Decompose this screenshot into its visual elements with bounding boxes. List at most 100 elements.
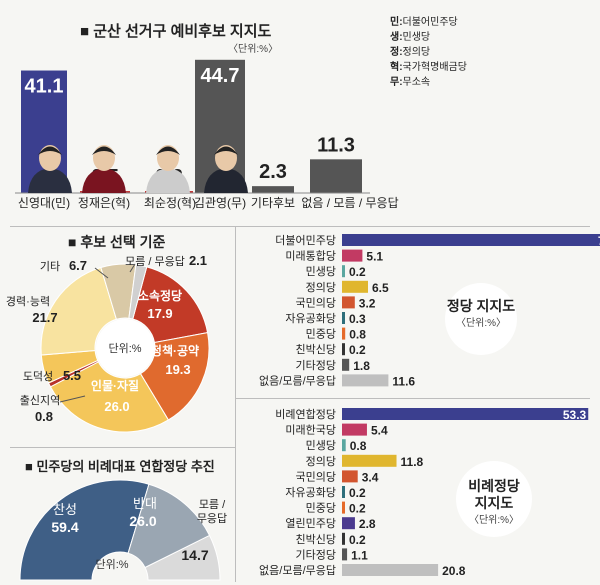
section-divider (10, 226, 590, 227)
half-pie-slice-label: 모름 / (199, 498, 226, 511)
party-bar (342, 358, 350, 371)
column-divider (235, 227, 236, 582)
party-value: 20.8 (442, 564, 466, 578)
party-label: 비례연합정당 (275, 408, 336, 421)
chart-subtitle: 〈단위:%〉 (228, 44, 279, 55)
donut-slice (128, 264, 148, 320)
candidate-name-label: 신영대(민) (18, 196, 70, 210)
candidate-portrait-body (82, 168, 126, 193)
legend-label: 국가혁명배금당 (402, 62, 467, 73)
candidate-portrait-body (204, 168, 248, 193)
legend-key: 민: (390, 17, 403, 28)
coalition-half-pie-chart: 단위:% 찬성 59.4 반대 26.0 모름 /무응답 14.7 (19, 479, 227, 581)
party-label: 정의당 (306, 281, 336, 294)
party-bar (342, 486, 345, 498)
party-value: 0.8 (350, 439, 367, 453)
proportional-support-bars: 비례연합정당 53.3 미래한국당 5.4 민생당 0.8 정의당 11.8 국민의당 3.4 자유… (259, 408, 589, 578)
party-bar (342, 296, 355, 309)
donut-slice-value: 2.1 (189, 253, 207, 268)
leader-line (129, 263, 136, 273)
donut-slice (40, 266, 118, 356)
party-bar (342, 234, 600, 246)
party-bar (342, 312, 345, 324)
party-value: 0.2 (349, 486, 366, 500)
party-value: 0.2 (349, 502, 366, 516)
donut-unit-label: 단위:% (108, 342, 141, 355)
half-pie-slice-label: 반대 (133, 496, 157, 511)
party-value: 70.3 (598, 234, 600, 248)
half-pie-slice-value: 14.7 (181, 547, 208, 563)
party-value: 11.8 (401, 455, 424, 469)
party-label: 친박신당 (296, 343, 336, 356)
party-legend: 민:더불어민주당 생:민생당 정:정의당 혁:국가혁명배금당 무:무소속 (390, 15, 467, 90)
donut-slice-label: 소속정당 (138, 288, 182, 303)
party-bar (342, 327, 346, 340)
chart-badge (456, 461, 532, 537)
legend-key: 생: (390, 32, 403, 43)
candidate-value-label: 2.3 (259, 161, 287, 183)
party-bar (342, 470, 358, 483)
party-label: 기타정당 (296, 548, 336, 561)
party-value: 0.2 (349, 533, 366, 547)
donut-slice-value: 0.8 (35, 409, 53, 424)
party-value: 0.8 (349, 328, 366, 342)
legend-item: 혁:국가혁명배금당 (390, 60, 467, 75)
party-value: 53.3 (563, 408, 587, 422)
legend-key: 정: (390, 47, 403, 58)
party-label: 친박신당 (296, 533, 336, 546)
coalition-title: ■ 민주당의 비례대표 연합정당 추진 (25, 459, 215, 474)
party-bar (342, 564, 439, 576)
candidate-bar (310, 159, 362, 193)
party-bar (342, 249, 363, 262)
donut-slice (132, 266, 209, 344)
legend-key: 혁: (390, 62, 403, 73)
party-label: 자유공화당 (285, 312, 336, 325)
criteria-title: ■ 후보 선택 기준 (68, 234, 166, 250)
donut-slice-label: 도덕성 (23, 370, 53, 383)
party-label: 민생당 (306, 265, 336, 278)
party-bar (342, 265, 345, 278)
party-label: 국민의당 (296, 470, 336, 483)
criteria-donut-chart: 단위:% 소속정당 17.9 정책·공약 19.3 인물·자질 26.0 출신지역 0.8 도덕성… (6, 253, 210, 433)
party-bar (342, 280, 368, 293)
half-pie-slice-value: 26.0 (129, 513, 156, 529)
party-value: 1.8 (353, 359, 370, 373)
candidate-value-label: 44.7 (201, 65, 240, 87)
legend-label: 더불어민주당 (402, 17, 458, 28)
legend-item: 생:민생당 (390, 30, 467, 45)
candidate-name-label: 김관영(무) (194, 196, 246, 210)
party-label: 정의당 (306, 455, 336, 468)
donut-slice-value: 21.7 (32, 310, 57, 325)
party-label: 더불어민주당 (275, 234, 336, 247)
party-label: 없음/모름/무응답 (259, 374, 336, 387)
party-support-bars: 더불어민주당 70.3 미래통합당 5.1 민생당 0.2 정의당 6.5 국민의당 3.2 자유공… (259, 234, 600, 388)
legend-label: 정의당 (402, 47, 431, 58)
party-value: 0.2 (349, 265, 366, 279)
party-bar (342, 517, 355, 530)
party-value: 0.2 (349, 343, 366, 357)
chart-badge-title: 지지도 (475, 495, 514, 511)
chart-badge-title: 정당 지지도 (447, 298, 515, 314)
donut-slice-label: 경력·능력 (6, 295, 50, 308)
party-value: 6.5 (372, 281, 389, 295)
chart-title: ■ 군산 선거구 예비후보 지지도 (80, 23, 272, 40)
candidate-portrait-hair (92, 146, 116, 155)
donut-slice-label: 모름 / 무응답 (125, 255, 185, 268)
candidate-name-label: 기타후보 (251, 196, 295, 210)
donut-slice-value: 6.7 (69, 258, 87, 273)
candidate-portrait-hair (38, 146, 62, 155)
party-value: 11.6 (392, 374, 415, 388)
candidate-portrait-hair (156, 146, 180, 155)
party-label: 열린민주당 (285, 517, 336, 530)
chart-badge-unit: 〈단위:%〉 (469, 513, 519, 526)
party-value: 3.4 (362, 470, 379, 484)
party-value: 2.8 (359, 517, 376, 531)
chart-badge (445, 283, 517, 355)
candidate-portrait-hair (214, 146, 238, 155)
candidate-bar (252, 186, 294, 193)
party-bar (342, 501, 345, 514)
party-label: 기타정당 (296, 359, 336, 372)
party-value: 0.3 (349, 312, 366, 326)
leader-line (94, 267, 109, 279)
party-label: 민중당 (306, 502, 336, 515)
